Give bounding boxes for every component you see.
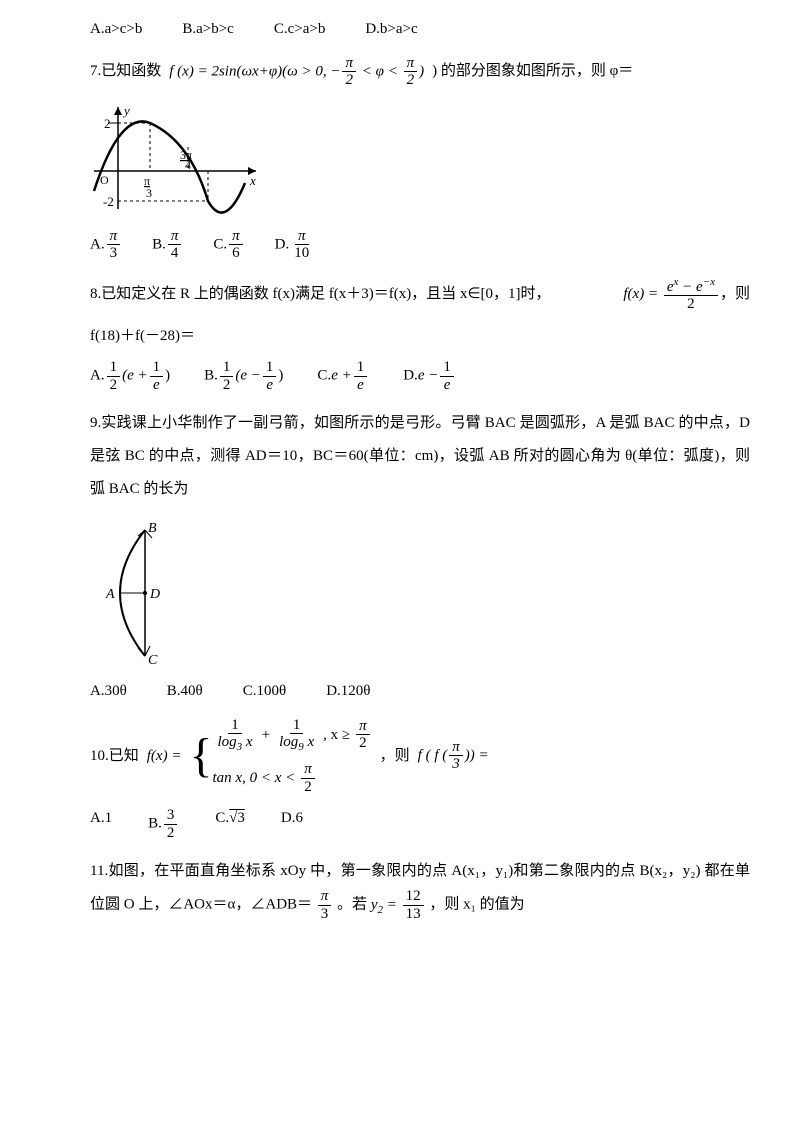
q8-text: 8.已知定义在 R 上的偶函数 f(x)满足 f(x＋3)＝f(x)，且当 x∈… [90, 283, 551, 306]
q11-mid: 。若 [337, 897, 367, 913]
svg-text:2: 2 [104, 116, 111, 131]
q8-opt-b: B.12(e −1e) [204, 359, 283, 393]
q7-opt-b: B.π4 [152, 228, 183, 262]
q8-opt-d: D.e −1e [403, 359, 456, 393]
q7-func: f (x) = 2sin(ωx+φ)(ω > 0, −π2 < φ < π2) [169, 55, 424, 89]
q11-stem: 11.如图，在平面直角坐标系 xOy 中，第一象限内的点 A(x₁，y₁)和第二… [90, 855, 750, 922]
q9-opt-d: D.120θ [326, 680, 370, 703]
q9-stem: 9.实践课上小华制作了一副弓箭，如图所示的是弓形。弓臂 BAC 是圆弧形，A 是… [90, 407, 750, 506]
q7-graph: y x O 2 -2 π 3 3π 4 [90, 101, 750, 216]
svg-text:4: 4 [185, 158, 191, 172]
q6-opt-c: C.c>a>b [274, 18, 326, 41]
q10-opt-a: A.1 [90, 807, 112, 841]
q9-opt-b: B.40θ [167, 680, 203, 703]
q10-options: A.1 B.32 C.√3 D.6 [90, 807, 750, 841]
q7-stem: 7.已知函数 f (x) = 2sin(ωx+φ)(ω > 0, −π2 < φ… [90, 55, 750, 89]
q7-opt-a: A.π3 [90, 228, 122, 262]
svg-text:-2: -2 [103, 194, 114, 209]
q10-then: ，则 [380, 745, 410, 768]
q10-opt-d: D.6 [281, 807, 303, 841]
svg-text:3: 3 [146, 186, 152, 200]
svg-text:A: A [105, 587, 115, 602]
q8-text2: f(18)＋f(－28)＝ [90, 325, 750, 348]
q6-opt-d: D.b>a>c [365, 18, 417, 41]
q10-stem: 10.已知 f(x) = { 1log3 x + 1log9 x , x ≥ π… [90, 717, 750, 796]
q10-piecewise: { 1log3 x + 1log9 x , x ≥ π2 tan x, 0 < … [189, 717, 371, 796]
q6-opt-b: B.a>b>c [182, 18, 234, 41]
q10-case1: 1log3 x + 1log9 x , x ≥ π2 [213, 717, 372, 754]
q10-rhs: f ( f (π3)) = [418, 739, 489, 773]
q8-func: f(x) = ex − e−x2，则 [623, 276, 750, 313]
q7-suffix: ) 的部分图象如图所示，则 φ＝ [432, 60, 633, 83]
q8-opt-a: A.12(e +1e) [90, 359, 170, 393]
q10-opt-c: C.√3 [215, 807, 245, 841]
q8-options: A.12(e +1e) B.12(e −1e) C.e +1e D.e −1e [90, 359, 750, 393]
q10-opt-b: B.32 [148, 807, 179, 841]
svg-text:B: B [148, 521, 157, 536]
q8-stem: 8.已知定义在 R 上的偶函数 f(x)满足 f(x＋3)＝f(x)，且当 x∈… [90, 276, 750, 313]
q6-options: A.a>c>b B.a>b>c C.c>a>b D.b>a>c [90, 18, 750, 41]
svg-text:y: y [122, 103, 130, 118]
q7-opt-d: D.π10 [275, 228, 315, 262]
q11-suffix: ，则 x₁ 的值为 [429, 897, 524, 913]
q7-opt-c: C.π6 [213, 228, 244, 262]
svg-text:C: C [148, 653, 158, 668]
q9-opt-a: A.30θ [90, 680, 127, 703]
svg-text:D: D [149, 587, 160, 602]
q8-opt-c: C.e +1e [317, 359, 369, 393]
svg-text:x: x [249, 173, 256, 188]
svg-text:O: O [100, 173, 109, 187]
q9-opt-c: C.100θ [243, 680, 286, 703]
q7-options: A.π3 B.π4 C.π6 D.π10 [90, 228, 750, 262]
q9-options: A.30θ B.40θ C.100θ D.120θ [90, 680, 750, 703]
q6-opt-a: A.a>c>b [90, 18, 142, 41]
q10-prefix: 10.已知 [90, 745, 139, 768]
q9-figure: B A D C [90, 518, 750, 668]
q10-lhs: f(x) = [147, 745, 182, 768]
q10-case2: tan x, 0 < x < π2 [213, 761, 372, 795]
q11-y2: y2 = [371, 897, 397, 913]
q7-prefix: 7.已知函数 [90, 60, 161, 83]
